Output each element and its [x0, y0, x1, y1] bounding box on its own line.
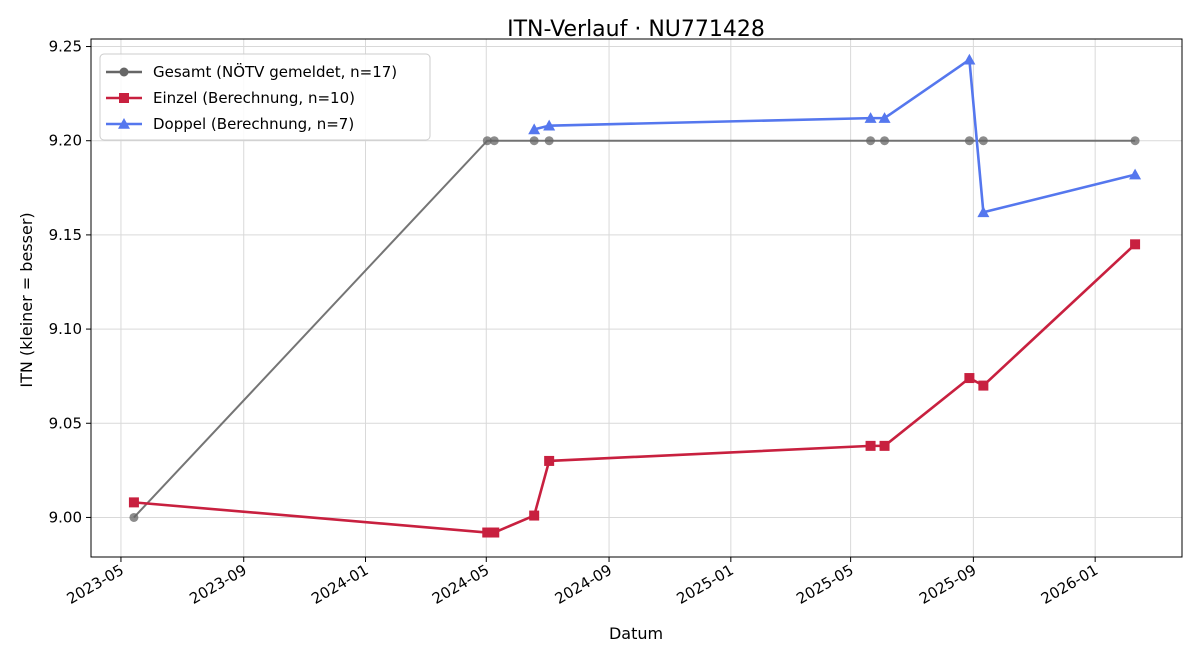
chart-title: ITN-Verlauf · NU771428	[507, 17, 765, 42]
series-layer	[128, 53, 1142, 538]
legend-label: Gesamt (NÖTV gemeldet, n=17)	[153, 62, 397, 81]
data-point	[866, 136, 876, 146]
data-point	[544, 455, 555, 466]
y-tick-label: 9.00	[49, 508, 82, 526]
y-tick-label: 9.20	[49, 132, 82, 150]
data-point	[543, 119, 556, 131]
legend-marker	[119, 67, 129, 77]
data-point	[879, 440, 890, 451]
legend: Gesamt (NÖTV gemeldet, n=17) Einzel (Bere…	[99, 53, 431, 141]
legend-marker	[118, 118, 130, 129]
data-point	[482, 136, 492, 146]
legend-box	[99, 53, 431, 141]
data-point	[978, 380, 989, 391]
data-point	[963, 53, 976, 65]
data-point	[964, 373, 975, 384]
legend-marker	[119, 93, 129, 103]
data-point	[964, 136, 974, 146]
data-point	[878, 112, 891, 123]
data-point	[529, 510, 540, 521]
data-point	[489, 527, 500, 538]
data-point	[1130, 239, 1141, 250]
data-point	[129, 512, 139, 522]
legend-label: Einzel (Berechnung, n=10)	[153, 89, 355, 107]
data-point	[978, 136, 988, 146]
x-axis-label: Datum	[609, 624, 663, 643]
data-point	[865, 440, 876, 451]
data-point	[880, 136, 890, 146]
plot-frame	[90, 38, 1183, 558]
y-axis-label: ITN (kleiner = besser)	[17, 212, 36, 387]
y-axis: 9.00 9.05 9.10 9.15 9.20 9.25	[49, 38, 91, 526]
data-point	[529, 136, 539, 146]
y-tick-label: 9.10	[49, 320, 82, 338]
series-square	[128, 239, 1141, 538]
y-tick-label: 9.15	[49, 226, 82, 244]
data-point	[544, 136, 554, 146]
legend-label: Doppel (Berechnung, n=7)	[153, 115, 354, 133]
series-triangle	[528, 53, 1142, 218]
data-point	[482, 527, 493, 538]
data-point	[489, 136, 499, 146]
data-point	[1129, 168, 1142, 180]
data-point	[864, 112, 877, 123]
y-tick-label: 9.25	[49, 38, 82, 56]
data-point	[528, 123, 541, 135]
data-point	[1130, 136, 1140, 146]
y-tick-label: 9.05	[49, 414, 82, 432]
data-point	[977, 206, 990, 218]
data-point	[128, 497, 139, 508]
